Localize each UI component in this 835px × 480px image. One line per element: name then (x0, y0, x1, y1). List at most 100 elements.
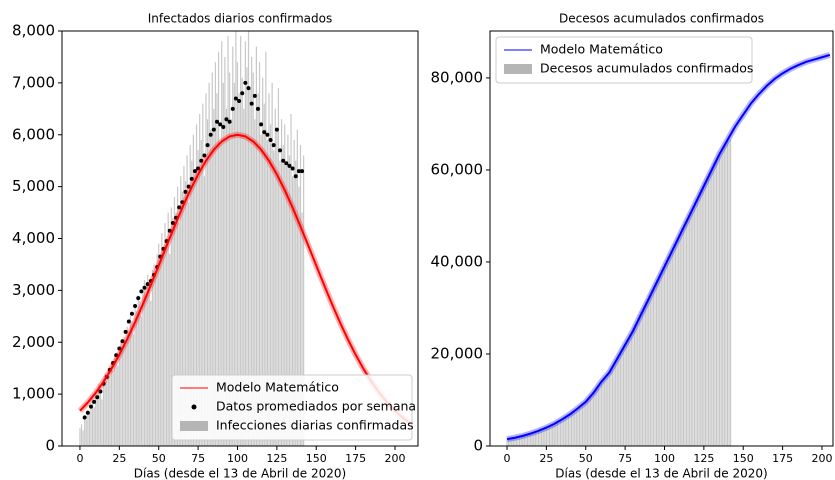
bar (670, 250, 672, 446)
data-point (145, 282, 150, 287)
bar (570, 412, 573, 446)
y-tick-label: 2,000 (12, 333, 55, 351)
bar (280, 119, 283, 446)
bar (249, 88, 251, 446)
bar (627, 337, 629, 446)
bar (637, 318, 639, 446)
bar (564, 416, 566, 446)
subplot (506, 52, 831, 446)
bar (230, 119, 232, 446)
legend-label: Modelo Matemático (216, 380, 339, 395)
bar (605, 375, 607, 446)
bar (265, 51, 267, 446)
data-point (284, 161, 289, 166)
bar (115, 352, 117, 446)
model-band (506, 52, 831, 443)
bar (589, 395, 592, 446)
data-point (293, 174, 298, 179)
bar (687, 215, 689, 446)
bar (632, 327, 634, 446)
model-line (506, 53, 831, 441)
legend-label: Infecciones diarias confirmadas (216, 418, 414, 433)
bar (257, 93, 259, 446)
y-tick-label: 40,000 (431, 252, 484, 270)
bar (693, 202, 696, 446)
bar (91, 399, 94, 446)
bar (246, 67, 248, 446)
bar (545, 427, 547, 446)
data-point (237, 99, 242, 104)
y-tick-label: 0 (45, 437, 55, 455)
bar (563, 417, 565, 446)
x-tick-label: 200 (385, 452, 406, 465)
bar (730, 139, 732, 446)
bar (674, 240, 677, 446)
bar (197, 150, 199, 446)
legend-box (171, 374, 413, 441)
bar (191, 160, 193, 446)
data-point (296, 169, 301, 174)
legend-label: Decesos acumulados confirmados (540, 61, 753, 76)
bar (626, 340, 628, 446)
data-point (208, 132, 213, 137)
bar (277, 88, 280, 446)
x-tick-label: 100 (227, 452, 248, 465)
bar (542, 429, 544, 446)
bar (87, 409, 89, 446)
data-point (290, 166, 295, 171)
bar (203, 176, 205, 446)
bar (624, 342, 626, 446)
bar (663, 263, 666, 446)
bar (106, 381, 108, 446)
bar (224, 56, 226, 446)
bar (208, 82, 210, 446)
bar (96, 396, 98, 446)
bar (123, 337, 125, 446)
bar (690, 208, 692, 446)
bar (219, 145, 221, 446)
bar (519, 437, 521, 446)
bar (591, 394, 593, 446)
chart-title: Infectados diarios confirmados (148, 12, 333, 26)
data-point (196, 166, 201, 171)
bar (654, 282, 656, 446)
bar (726, 141, 729, 446)
bar (243, 108, 245, 446)
bar (621, 348, 623, 446)
bar (156, 254, 158, 446)
bar (287, 134, 289, 446)
bar (200, 139, 202, 446)
data-point (255, 106, 260, 111)
bar (534, 432, 536, 446)
bar (98, 383, 100, 446)
bar (550, 425, 552, 446)
x-tick-label: 125 (266, 452, 287, 465)
bar (566, 415, 568, 446)
bar (177, 186, 179, 446)
data-point (300, 169, 305, 174)
bar (109, 375, 111, 446)
bar (107, 368, 109, 446)
data-point (227, 119, 232, 124)
x-axis-label: Días (desde el 13 de Abril de 2020) (134, 467, 346, 480)
bar (167, 212, 169, 446)
bar (132, 334, 135, 446)
bar (685, 218, 688, 446)
chart-title: Decesos acumulados confirmados (559, 12, 764, 26)
bar (574, 409, 576, 446)
bar (611, 365, 614, 446)
bar (80, 424, 83, 446)
bar (514, 438, 516, 446)
bar (577, 407, 579, 446)
bar (668, 253, 670, 446)
bar (600, 381, 603, 446)
bar (561, 418, 563, 446)
bar (659, 273, 661, 446)
bar (578, 406, 581, 446)
data-point (192, 169, 197, 174)
data-point (262, 130, 267, 135)
legend-box (495, 36, 753, 84)
bar (569, 413, 571, 446)
bar (531, 433, 533, 446)
